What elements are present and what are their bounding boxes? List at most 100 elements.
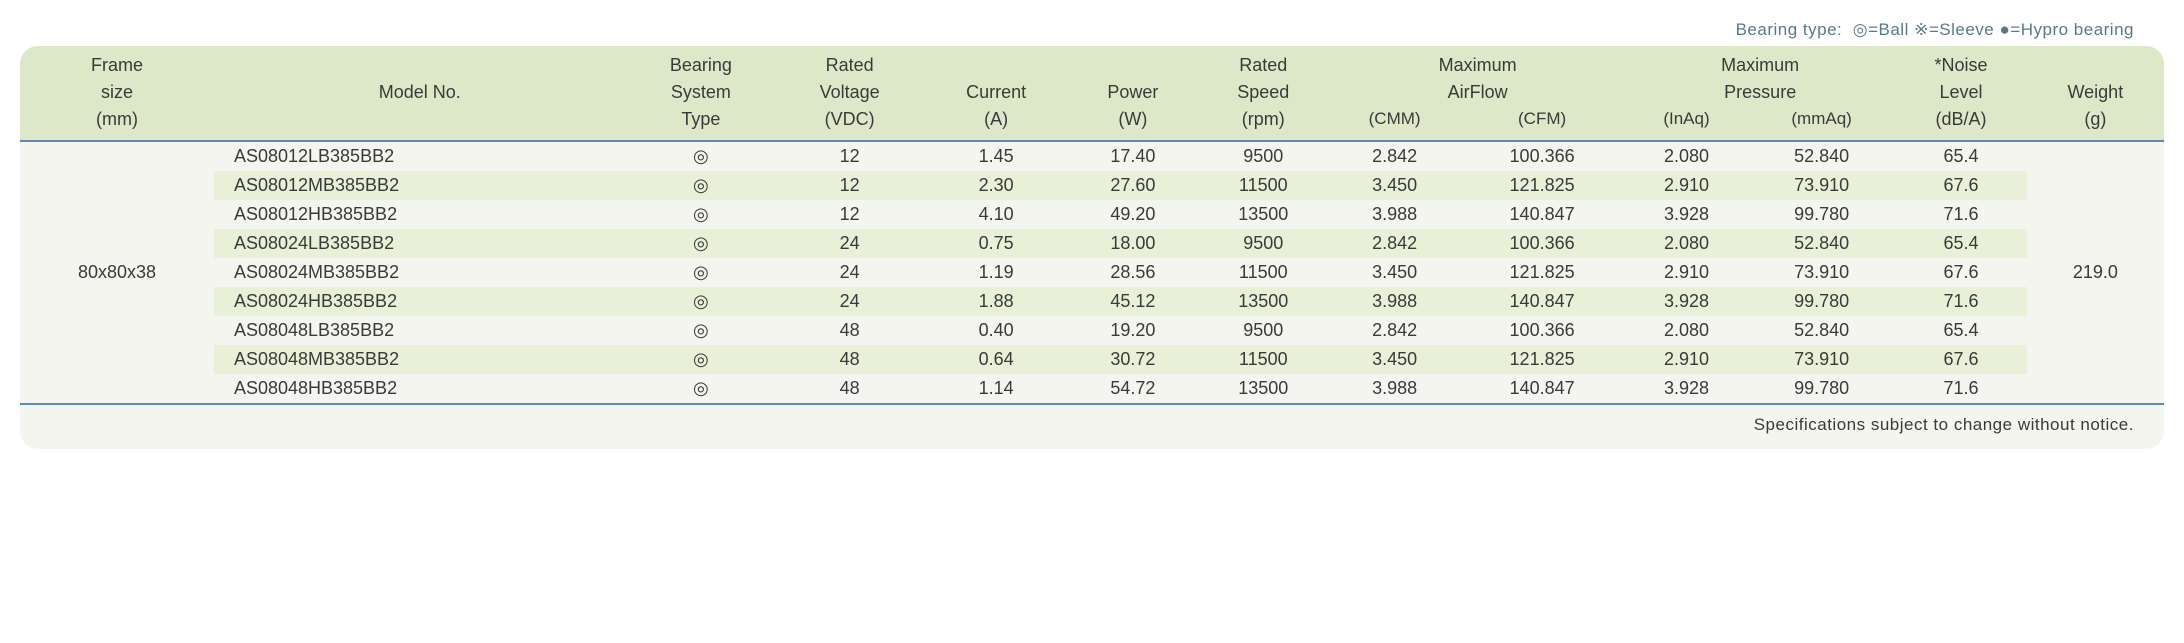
cell-inaq: 3.928 [1625, 374, 1748, 404]
spec-table: Frame size (mm) Model No. Bearing System… [20, 46, 2164, 449]
cell-power: 30.72 [1069, 345, 1196, 374]
cell-cfm: 121.825 [1459, 258, 1625, 287]
cell-bearing: ◎ [626, 141, 777, 171]
cell-noise: 67.6 [1895, 345, 2026, 374]
col-weight: Weight (g) [2027, 46, 2164, 141]
cell-speed: 11500 [1196, 171, 1330, 200]
cell-speed: 11500 [1196, 258, 1330, 287]
col-airflow: Maximum AirFlow [1330, 46, 1625, 106]
cell-power: 27.60 [1069, 171, 1196, 200]
cell-inaq: 3.928 [1625, 200, 1748, 229]
cell-cmm: 3.450 [1330, 171, 1459, 200]
table-row: AS08048HB385BB2◎481.1454.72135003.988140… [20, 374, 2164, 404]
cell-power: 49.20 [1069, 200, 1196, 229]
ball-symbol: ◎ [1853, 20, 1868, 39]
cell-current: 2.30 [923, 171, 1069, 200]
cell-mmaq: 73.910 [1748, 258, 1895, 287]
cell-current: 1.88 [923, 287, 1069, 316]
cell-mmaq: 73.910 [1748, 171, 1895, 200]
cell-noise: 67.6 [1895, 258, 2026, 287]
table-row: AS08048LB385BB2◎480.4019.2095002.842100.… [20, 316, 2164, 345]
cell-voltage: 12 [776, 171, 923, 200]
cell-current: 0.40 [923, 316, 1069, 345]
col-voltage: Rated Voltage (VDC) [776, 46, 923, 141]
cell-current: 1.19 [923, 258, 1069, 287]
cell-model: AS08024MB385BB2 [214, 258, 626, 287]
cell-current: 0.64 [923, 345, 1069, 374]
table-row: AS08024HB385BB2◎241.8845.12135003.988140… [20, 287, 2164, 316]
col-speed: Rated Speed (rpm) [1196, 46, 1330, 141]
cell-mmaq: 52.840 [1748, 316, 1895, 345]
col-cfm: (CFM) [1459, 106, 1625, 141]
footer-row: Specifications subject to change without… [20, 404, 2164, 449]
cell-model: AS08024LB385BB2 [214, 229, 626, 258]
bearing-legend: Bearing type: ◎=Ball ※=Sleeve ●=Hypro be… [20, 20, 2164, 40]
cell-current: 1.45 [923, 141, 1069, 171]
cell-current: 4.10 [923, 200, 1069, 229]
hypro-label: =Hypro bearing [2010, 20, 2134, 39]
cell-cfm: 100.366 [1459, 229, 1625, 258]
col-frame: Frame size (mm) [20, 46, 214, 141]
cell-cmm: 2.842 [1330, 229, 1459, 258]
cell-noise: 67.6 [1895, 171, 2026, 200]
cell-model: AS08012MB385BB2 [214, 171, 626, 200]
footer-text: Specifications subject to change without… [20, 404, 2164, 449]
sleeve-label: =Sleeve [1929, 20, 1994, 39]
cell-power: 54.72 [1069, 374, 1196, 404]
cell-cfm: 100.366 [1459, 141, 1625, 171]
cell-mmaq: 73.910 [1748, 345, 1895, 374]
cell-cmm: 3.988 [1330, 200, 1459, 229]
col-inaq: (InAq) [1625, 106, 1748, 141]
cell-model: AS08012LB385BB2 [214, 141, 626, 171]
cell-cfm: 100.366 [1459, 316, 1625, 345]
spec-table-container: Frame size (mm) Model No. Bearing System… [20, 46, 2164, 449]
cell-noise: 65.4 [1895, 141, 2026, 171]
cell-model: AS08024HB385BB2 [214, 287, 626, 316]
cell-mmaq: 99.780 [1748, 200, 1895, 229]
hypro-symbol: ● [2000, 20, 2011, 39]
cell-speed: 9500 [1196, 141, 1330, 171]
cell-mmaq: 52.840 [1748, 141, 1895, 171]
cell-inaq: 2.910 [1625, 171, 1748, 200]
table-row: 80x80x38AS08012LB385BB2◎121.4517.4095002… [20, 141, 2164, 171]
col-pressure: Maximum Pressure [1625, 46, 1895, 106]
table-row: AS08024MB385BB2◎241.1928.56115003.450121… [20, 258, 2164, 287]
cell-noise: 71.6 [1895, 374, 2026, 404]
cell-mmaq: 99.780 [1748, 287, 1895, 316]
cell-speed: 13500 [1196, 200, 1330, 229]
cell-inaq: 3.928 [1625, 287, 1748, 316]
cell-power: 28.56 [1069, 258, 1196, 287]
cell-cmm: 3.988 [1330, 287, 1459, 316]
cell-inaq: 2.080 [1625, 316, 1748, 345]
cell-model: AS08048MB385BB2 [214, 345, 626, 374]
cell-bearing: ◎ [626, 258, 777, 287]
cell-bearing: ◎ [626, 374, 777, 404]
cell-speed: 9500 [1196, 316, 1330, 345]
cell-bearing: ◎ [626, 171, 777, 200]
cell-current: 1.14 [923, 374, 1069, 404]
cell-mmaq: 52.840 [1748, 229, 1895, 258]
table-row: AS08048MB385BB2◎480.6430.72115003.450121… [20, 345, 2164, 374]
cell-power: 17.40 [1069, 141, 1196, 171]
cell-voltage: 48 [776, 374, 923, 404]
cell-model: AS08012HB385BB2 [214, 200, 626, 229]
col-mmaq: (mmAq) [1748, 106, 1895, 141]
col-bearing: Bearing System Type [626, 46, 777, 141]
table-row: AS08012MB385BB2◎122.3027.60115003.450121… [20, 171, 2164, 200]
cell-power: 19.20 [1069, 316, 1196, 345]
cell-power: 45.12 [1069, 287, 1196, 316]
cell-cfm: 140.847 [1459, 287, 1625, 316]
col-noise: *Noise Level (dB/A) [1895, 46, 2026, 141]
table-body: 80x80x38AS08012LB385BB2◎121.4517.4095002… [20, 141, 2164, 404]
cell-inaq: 2.080 [1625, 141, 1748, 171]
cell-cmm: 2.842 [1330, 141, 1459, 171]
weight-cell: 219.0 [2027, 141, 2164, 404]
cell-voltage: 48 [776, 345, 923, 374]
cell-cfm: 121.825 [1459, 345, 1625, 374]
cell-voltage: 12 [776, 141, 923, 171]
frame-size-cell: 80x80x38 [20, 141, 214, 404]
ball-label: =Ball [1868, 20, 1909, 39]
cell-cmm: 3.450 [1330, 345, 1459, 374]
cell-model: AS08048LB385BB2 [214, 316, 626, 345]
cell-bearing: ◎ [626, 200, 777, 229]
